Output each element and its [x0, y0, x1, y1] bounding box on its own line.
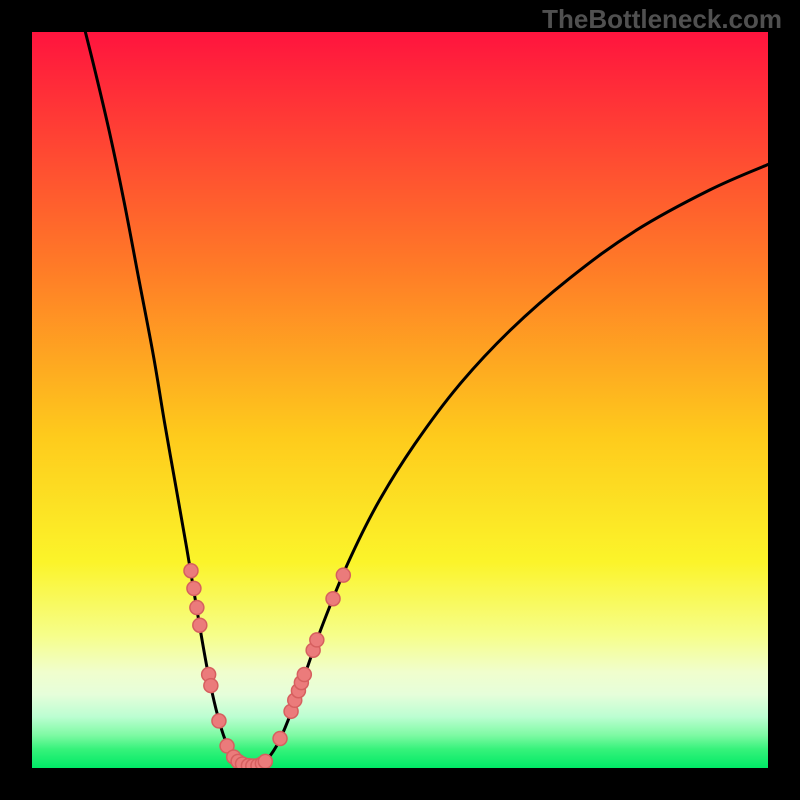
chart-container: TheBottleneck.com: [0, 0, 800, 800]
data-point: [326, 592, 340, 606]
frame-bottom: [0, 768, 800, 800]
data-point: [336, 568, 350, 582]
data-point: [297, 668, 311, 682]
gradient-background: [32, 32, 768, 768]
data-point: [212, 714, 226, 728]
data-point: [193, 618, 207, 632]
data-point: [204, 679, 218, 693]
data-point: [184, 564, 198, 578]
data-point: [190, 601, 204, 615]
data-point: [187, 581, 201, 595]
data-point: [310, 633, 324, 647]
data-point: [258, 754, 272, 768]
frame-right: [768, 0, 800, 800]
frame-left: [0, 0, 32, 800]
bottleneck-chart: [0, 0, 800, 800]
data-point: [273, 732, 287, 746]
watermark-text: TheBottleneck.com: [542, 4, 782, 35]
